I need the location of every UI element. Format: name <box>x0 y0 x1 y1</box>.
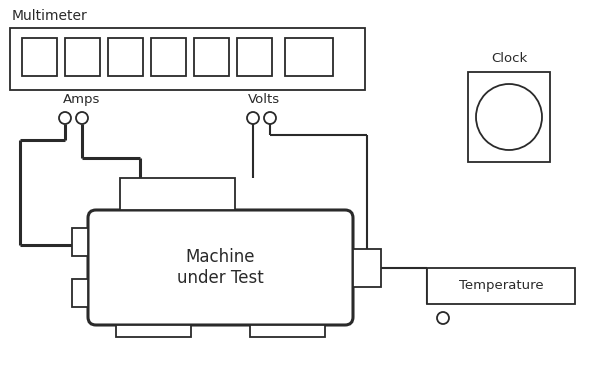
Circle shape <box>76 112 88 124</box>
FancyBboxPatch shape <box>88 210 353 325</box>
Bar <box>151 38 186 76</box>
Text: Volts: Volts <box>248 93 280 106</box>
Bar <box>237 38 272 76</box>
Bar <box>22 38 57 76</box>
Circle shape <box>437 312 449 324</box>
Bar <box>120 178 235 210</box>
Bar <box>468 72 550 162</box>
Bar <box>353 248 381 287</box>
Text: Multimeter: Multimeter <box>12 9 88 23</box>
Text: Amps: Amps <box>63 93 100 106</box>
Text: Clock: Clock <box>491 52 527 65</box>
Bar <box>65 38 100 76</box>
Circle shape <box>247 112 259 124</box>
Text: Machine
under Test: Machine under Test <box>177 248 264 287</box>
Bar <box>427 268 575 304</box>
Bar <box>72 228 88 256</box>
Bar <box>108 38 143 76</box>
Circle shape <box>264 112 276 124</box>
Bar <box>10 28 365 90</box>
Text: Temperature: Temperature <box>459 280 544 293</box>
Circle shape <box>59 112 71 124</box>
Bar <box>285 38 333 76</box>
Bar <box>194 38 229 76</box>
Bar <box>250 325 325 337</box>
Bar <box>72 279 88 307</box>
Bar <box>116 325 191 337</box>
Circle shape <box>476 84 542 150</box>
